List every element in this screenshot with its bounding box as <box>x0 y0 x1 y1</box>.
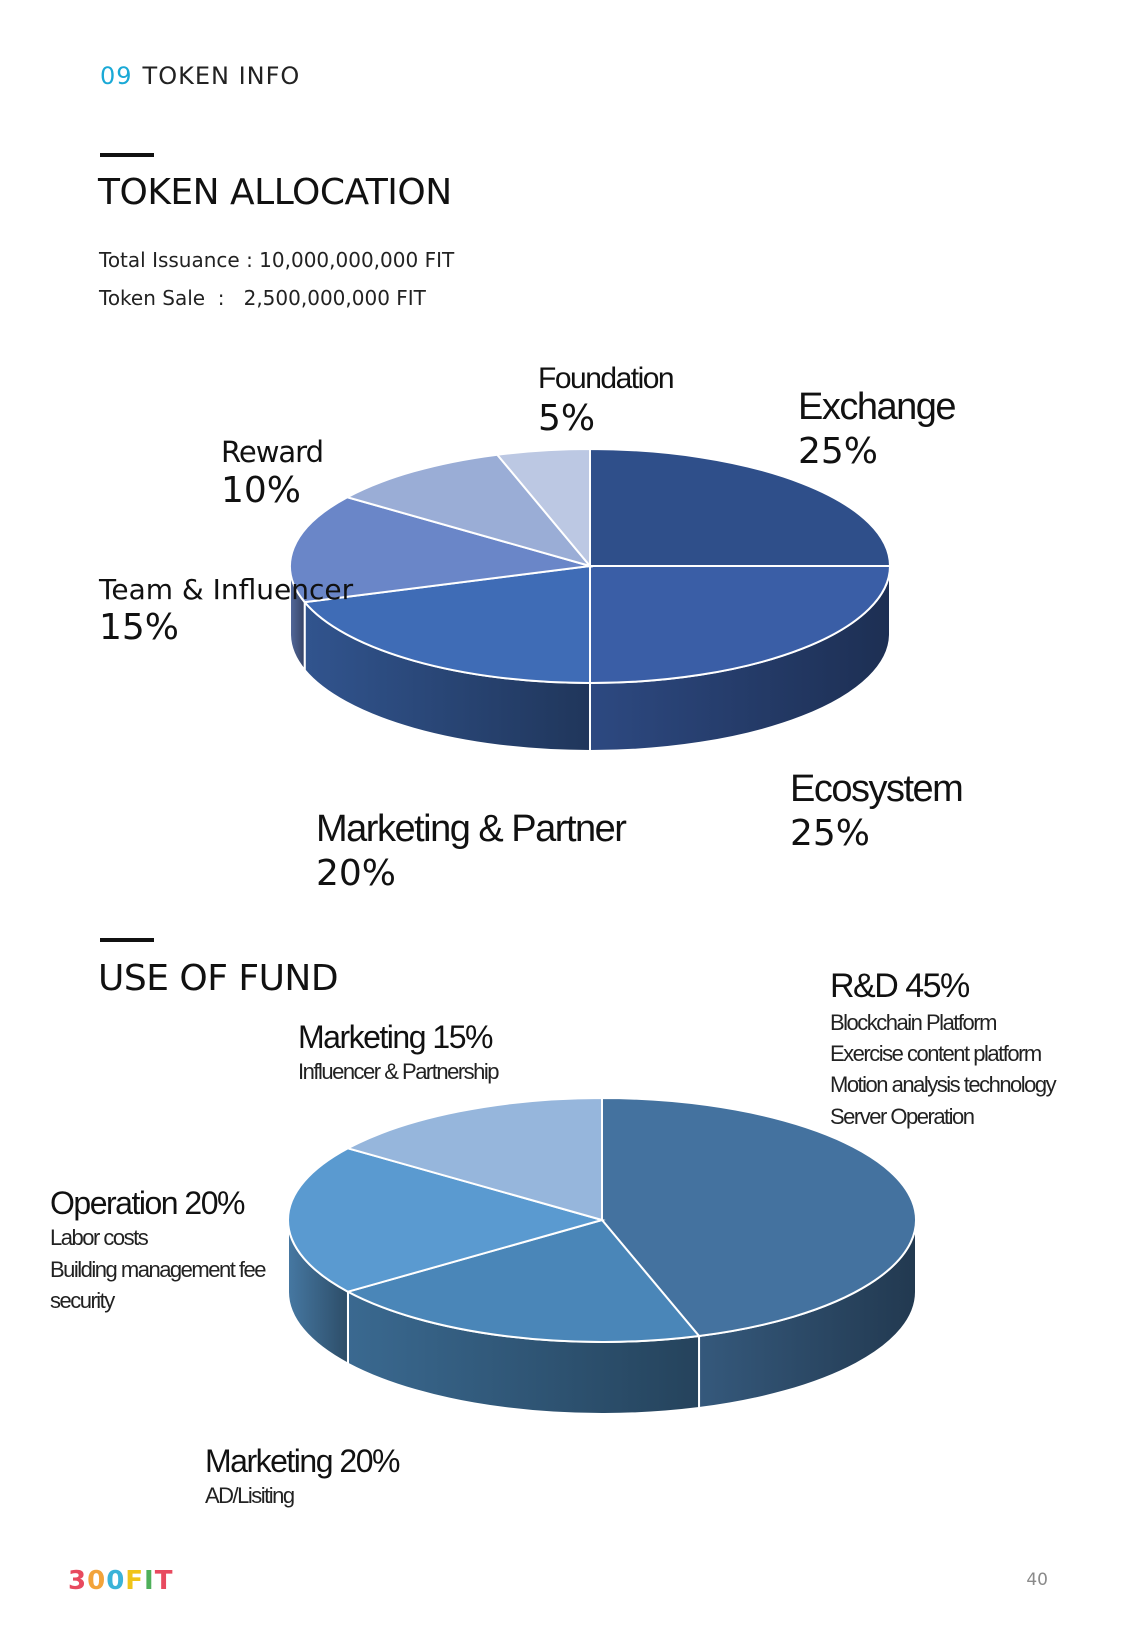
label-operation: Operation 20% Labor costs Building manag… <box>50 1184 267 1316</box>
logo-letter: T <box>154 1566 174 1596</box>
page-number: 40 <box>1026 1570 1048 1590</box>
label-marketing-15-detail: Influencer & Partnership <box>298 1059 500 1085</box>
label-rnd-detail-2: Exercise content platform <box>830 1041 1042 1067</box>
label-foundation: Foundation 5% <box>538 362 675 440</box>
label-rnd: R&D 45% Blockchain Platform Exercise con… <box>830 966 1057 1132</box>
label-marketing-20-title: Marketing 20% <box>205 1443 400 1479</box>
allocation-slice-0 <box>589 447 892 567</box>
label-operation-title: Operation 20% <box>50 1185 245 1221</box>
fund-slice-1 <box>345 1218 701 1343</box>
label-reward: Reward 10% <box>221 435 324 513</box>
fund-slice-3 <box>345 1096 603 1222</box>
allocation-slice-4 <box>344 453 593 568</box>
logo-letter: 0 <box>106 1566 126 1596</box>
logo-letter: 3 <box>68 1566 88 1596</box>
label-rnd-detail-3: Motion analysis technology <box>830 1072 1057 1098</box>
allocation-slice-1 <box>589 565 892 685</box>
total-issuance: Total Issuance : 10,000,000,000 FIT <box>99 248 455 272</box>
label-exchange: Exchange 25% <box>798 386 957 473</box>
label-ecosystem-name: Ecosystem <box>790 768 964 810</box>
label-rnd-title: R&D 45% <box>830 967 970 1005</box>
allocation-pie-chart <box>289 447 892 753</box>
title-rule-2 <box>100 938 154 942</box>
token-sale: Token Sale : 2,500,000,000 FIT <box>99 286 426 310</box>
label-ecosystem-pct: 25% <box>790 812 871 854</box>
allocation-slice-3 <box>289 496 591 604</box>
fund-title: USE OF FUND <box>98 958 339 999</box>
label-rnd-detail-4: Server Operation <box>830 1103 975 1129</box>
logo-letter: 0 <box>87 1566 107 1596</box>
label-exchange-pct: 25% <box>798 430 879 472</box>
label-foundation-name: Foundation <box>538 362 675 395</box>
label-team-name: Team & Influencer <box>99 573 354 606</box>
label-marketing-20: Marketing 20% AD/Lisiting <box>205 1442 400 1512</box>
label-reward-pct: 10% <box>221 470 302 512</box>
label-operation-detail-1: Labor costs <box>50 1225 149 1251</box>
label-operation-detail-3: security <box>50 1287 115 1313</box>
label-marketing-partner: Marketing & Partner 20% <box>316 808 627 895</box>
title-rule <box>100 153 154 157</box>
allocation-title: TOKEN ALLOCATION <box>98 172 452 213</box>
label-team-pct: 15% <box>99 607 180 649</box>
label-exchange-name: Exchange <box>798 386 957 428</box>
logo-letter: F <box>125 1566 145 1596</box>
label-team: Team & Influencer 15% <box>99 573 354 649</box>
allocation-slice-5 <box>495 447 591 569</box>
allocation-slice-2 <box>302 564 591 685</box>
label-marketing-15: Marketing 15% Influencer & Partnership <box>298 1018 500 1088</box>
label-rnd-detail-1: Blockchain Platform <box>830 1009 997 1035</box>
fund-slice-2 <box>287 1147 606 1293</box>
label-ecosystem: Ecosystem 25% <box>790 768 964 855</box>
label-operation-detail-2: Building management fee <box>50 1256 267 1282</box>
label-reward-name: Reward <box>221 435 324 469</box>
logo-letter: I <box>144 1566 155 1596</box>
section-number: 09 <box>100 62 133 90</box>
label-marketing-20-detail: AD/Lisiting <box>205 1483 295 1509</box>
label-marketing-15-title: Marketing 15% <box>298 1019 493 1055</box>
label-marketing-partner-pct: 20% <box>316 852 397 894</box>
fund-slice-0 <box>601 1096 918 1338</box>
section-header: 09 TOKEN INFO <box>100 62 300 90</box>
label-foundation-pct: 5% <box>538 397 596 439</box>
brand-logo: 300FIT <box>68 1566 173 1596</box>
label-marketing-partner-name: Marketing & Partner <box>316 808 627 850</box>
section-title: TOKEN INFO <box>142 62 301 90</box>
